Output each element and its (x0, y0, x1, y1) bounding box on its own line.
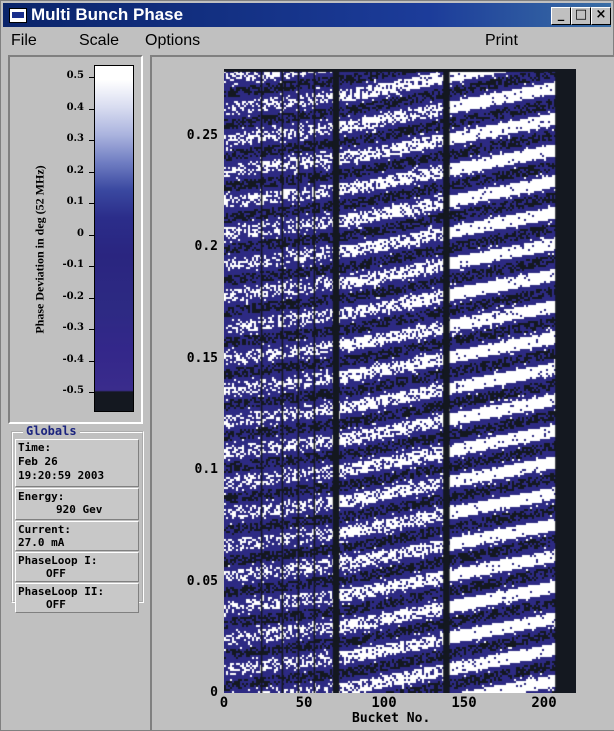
colorscale-tick-label: -0.1 (62, 259, 84, 270)
plot-area: 0.25 0.2 0.15 0.1 0.05 0 0 50 100 150 200 Bucket … (150, 55, 614, 730)
time-value: 19:20:59 2003 (18, 469, 105, 482)
y-tick-label: 0.15 (186, 350, 218, 366)
menu-file[interactable]: File (11, 32, 37, 49)
colorscale-tick (89, 297, 94, 299)
x-axis-title: Bucket No. (352, 711, 431, 726)
colorscale-tick (89, 171, 94, 173)
colorscale-tick (89, 234, 94, 236)
colorscale-tick-label: -0.2 (62, 290, 84, 302)
colorscale-tick-label: -0.5 (62, 385, 84, 396)
left-panel: Phase Deviation in deg (52 MHz) 0.5 0.4 0.… (4, 55, 147, 728)
colorscale-tick (89, 203, 94, 204)
current-label: Current: (18, 523, 71, 536)
colorscale-tick-label: 0.3 (66, 133, 84, 144)
y-tick-label: 0.1 (194, 462, 218, 478)
colorscale-tick-label: 0 (77, 227, 84, 239)
current-field: Current: 27.0 mA (15, 521, 139, 551)
y-tick-label: 0 (210, 685, 218, 700)
colorscale-tick (89, 77, 94, 78)
colorscale-tick (89, 329, 94, 330)
menu-options[interactable]: Options (145, 32, 201, 49)
y-tick-label: 0.05 (186, 573, 218, 589)
close-button[interactable]: × (591, 7, 611, 25)
time-date: Feb 26 (18, 455, 58, 468)
phase-heatmap (224, 69, 576, 693)
current-value: 27.0 mA (18, 536, 65, 549)
colorscale-tick-label: 0.2 (66, 164, 84, 176)
energy-field: Energy: 920 Gev (15, 488, 139, 520)
menu-scale[interactable]: Scale (79, 32, 120, 49)
menu-bar: File Scale Options Print (3, 29, 611, 53)
colorscale-tick (89, 266, 94, 267)
globals-group: Globals Time: Feb 26 19:20:59 2003 Energ… (11, 424, 144, 613)
colorscale-tick-label: -0.3 (62, 322, 84, 333)
phaseloop1-field: PhaseLoop I: OFF (15, 552, 139, 582)
colorscale-tick (89, 360, 94, 362)
colorscale-bar (94, 65, 134, 412)
x-tick-label: 100 (371, 695, 397, 711)
x-tick-label: 150 (451, 695, 477, 711)
app-icon[interactable] (9, 8, 27, 23)
phaseloop1-label: PhaseLoop I: (18, 554, 98, 567)
energy-label: Energy: (18, 490, 65, 503)
y-tick-label: 0.25 (186, 127, 218, 143)
colorscale-tick (89, 108, 94, 110)
colorscale-tick-label: 0.5 (66, 70, 84, 81)
phaseloop2-field: PhaseLoop II: OFF (15, 583, 139, 613)
phaseloop2-value: OFF (46, 598, 66, 611)
window-title: Multi Bunch Phase (31, 5, 184, 24)
x-tick-label: 50 (295, 695, 313, 711)
energy-value: 920 Gev (56, 503, 103, 516)
menu-print[interactable]: Print (485, 32, 518, 49)
phaseloop1-value: OFF (46, 567, 66, 580)
colorscale-tick-label: -0.4 (62, 353, 84, 365)
title-bar[interactable]: Multi Bunch Phase _ □ × (3, 3, 611, 27)
time-label: Time: (18, 441, 52, 454)
colorscale-tick-label: 0.1 (66, 196, 84, 207)
globals-title: Globals (23, 424, 80, 438)
colorscale-tick (89, 392, 94, 393)
colorscale-tick (89, 140, 94, 141)
x-tick-label: 200 (531, 695, 557, 711)
colorscale-tick-label: 0.4 (66, 101, 84, 113)
colorscale-panel: Phase Deviation in deg (52 MHz) 0.5 0.4 0.… (8, 55, 143, 424)
x-tick-label: 0 (219, 695, 229, 711)
minimize-button[interactable]: _ (551, 7, 571, 25)
time-field: Time: Feb 26 19:20:59 2003 (15, 439, 139, 487)
maximize-button[interactable]: □ (571, 7, 591, 25)
phaseloop2-label: PhaseLoop II: (18, 585, 105, 598)
y-tick-label: 0.2 (194, 239, 218, 255)
colorscale-axis-label: Phase Deviation in deg (52 MHz) (32, 165, 47, 334)
